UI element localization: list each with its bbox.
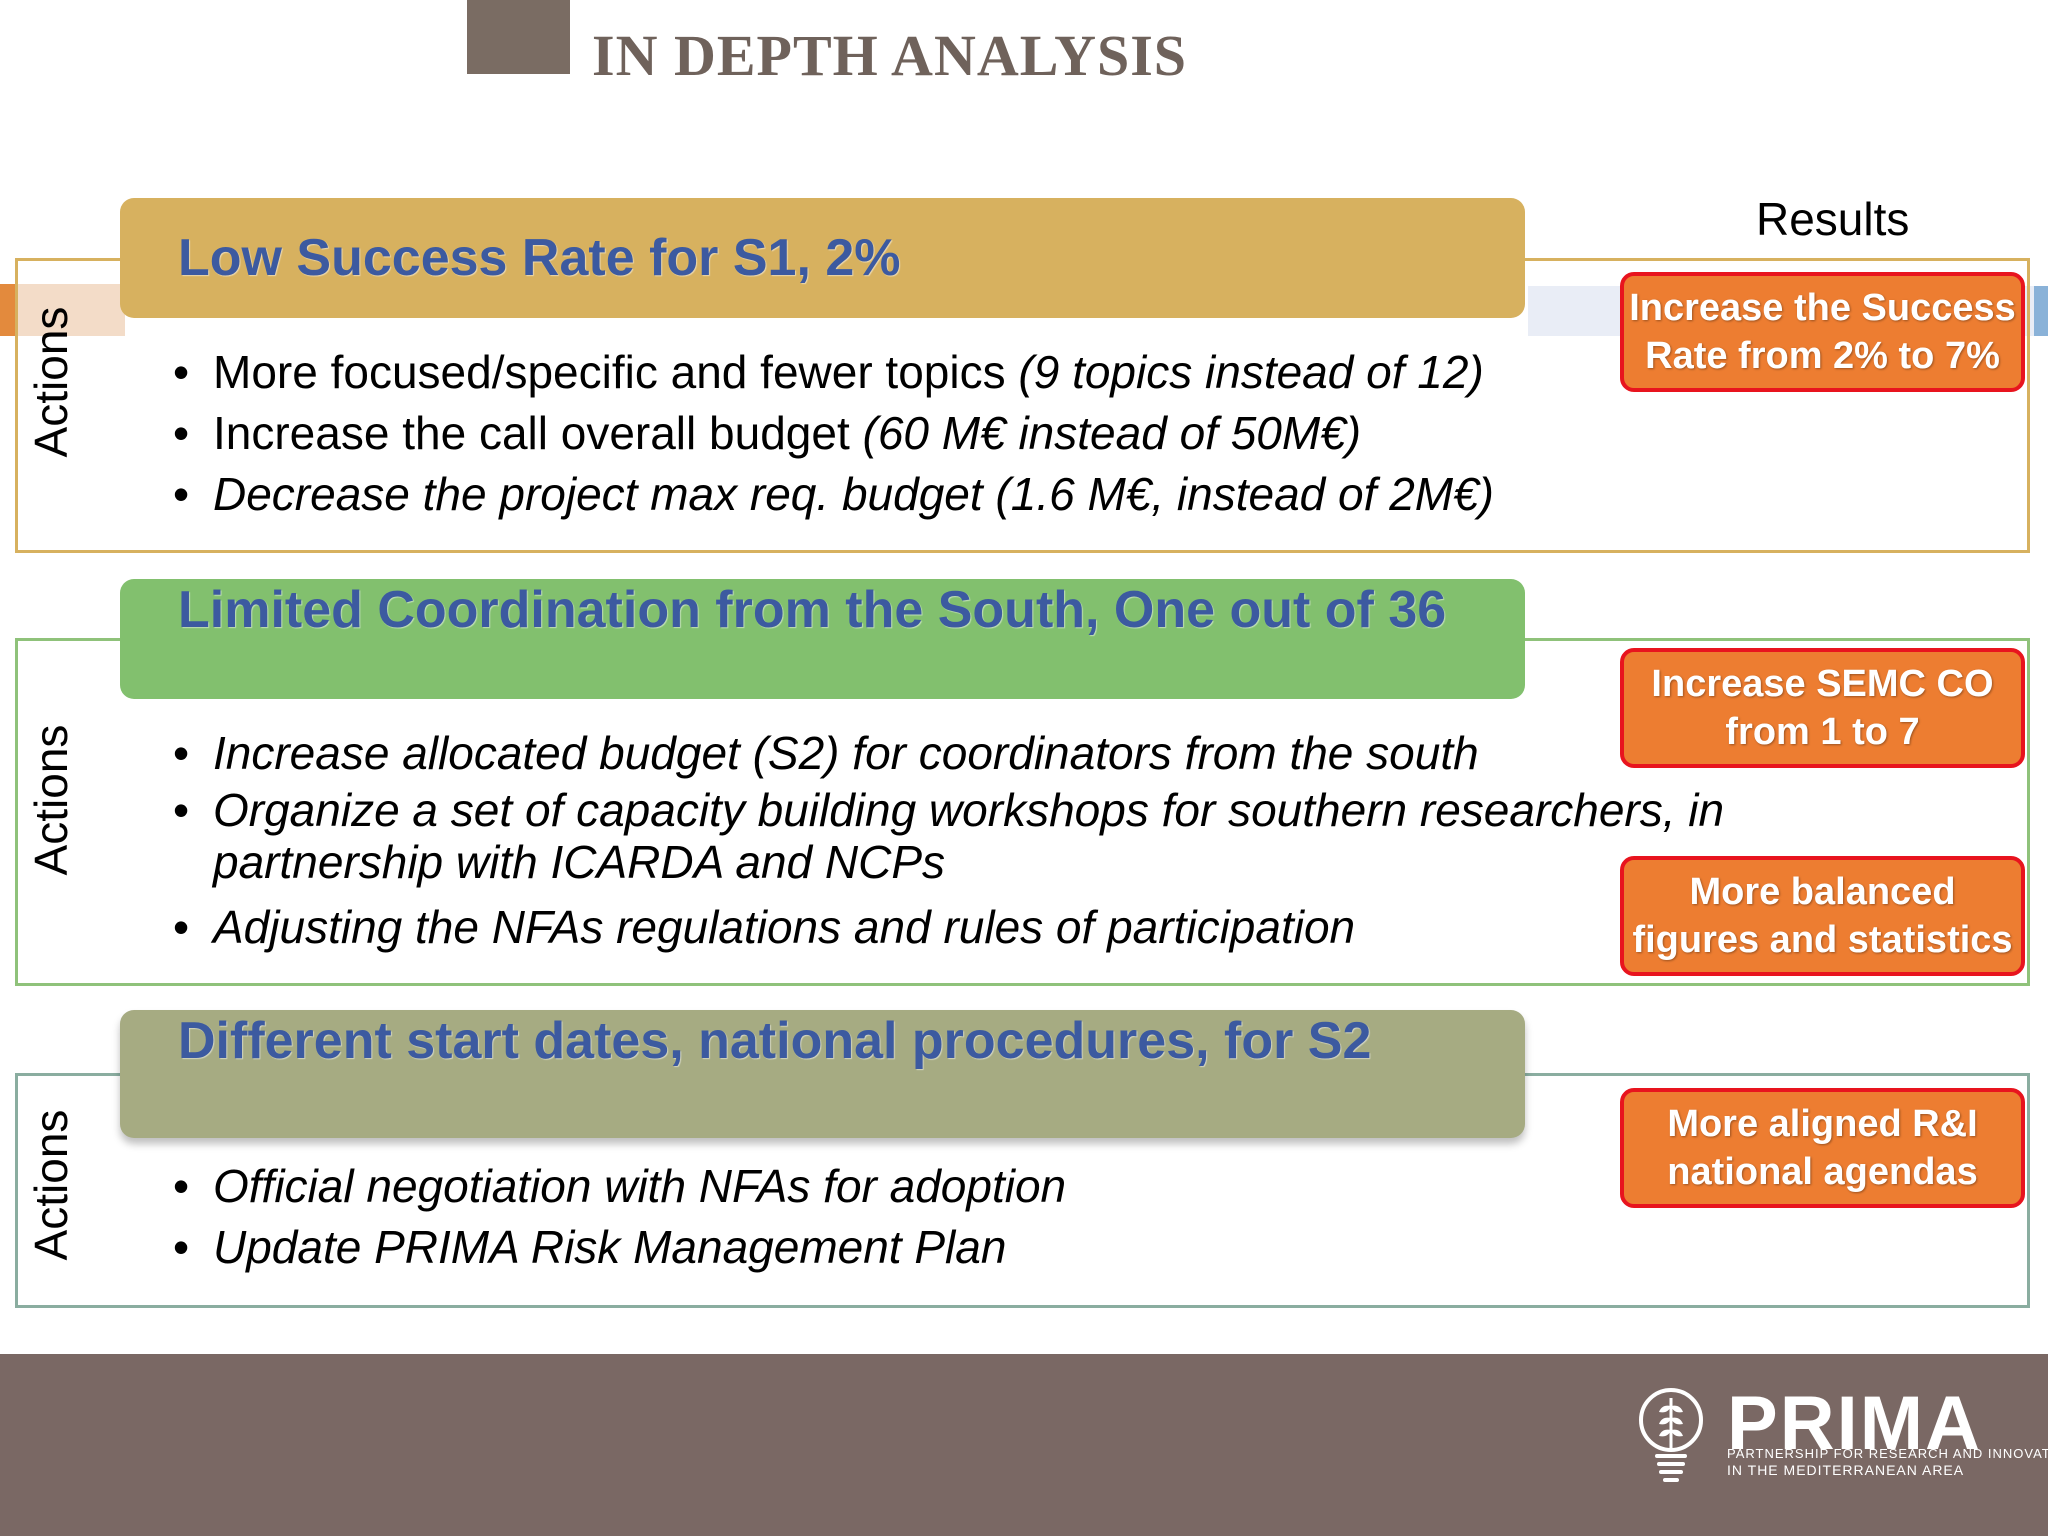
section-1-header: Low Success Rate for S1, 2%: [120, 198, 1525, 318]
decorative-bar-right-accent: [2034, 286, 2048, 336]
title-accent-square: [467, 0, 570, 74]
section-3-header: Different start dates, national procedur…: [120, 1010, 1525, 1138]
list-item: Update PRIMA Risk Management Plan: [165, 1217, 1066, 1278]
results-column-label: Results: [1756, 193, 1910, 245]
result-box-balanced-figures: More balanced figures and statistics: [1620, 856, 2025, 976]
decorative-bar-left-accent: [0, 284, 18, 336]
list-item: Increase the call overall budget (60 M€ …: [165, 403, 1494, 464]
logo-subtitle-line-2: IN THE MEDITERRANEAN AREA: [1727, 1462, 1965, 1478]
section-1-side-label: Actions: [25, 306, 77, 458]
wheat-lightbulb-icon: [1639, 1388, 1703, 1482]
footer-band: [0, 1354, 2048, 1536]
section-2-header-text: Limited Coordination from the South, One…: [178, 581, 1447, 639]
section-2-bullets: Increase allocated budget (S2) for coord…: [165, 723, 1913, 958]
logo-wordmark: PRIMA: [1727, 1381, 1982, 1466]
result-box-semc-co: Increase SEMC CO from 1 to 7: [1620, 648, 2025, 768]
section-2-header: Limited Coordination from the South, One…: [120, 579, 1525, 699]
prima-logo: [1635, 1380, 1975, 1490]
section-3-bullets: Official negotiation with NFAs for adopt…: [165, 1156, 1066, 1278]
slide-title: IN DEPTH ANALYSIS: [592, 23, 1188, 88]
list-item: More focused/specific and fewer topics (…: [165, 342, 1494, 403]
section-3-header-text: Different start dates, national procedur…: [178, 1012, 1372, 1070]
section-1-header-text: Low Success Rate for S1, 2%: [178, 229, 901, 287]
section-3-side-label: Actions: [25, 1109, 77, 1261]
result-box-success-rate: Increase the Success Rate from 2% to 7%: [1620, 272, 2025, 392]
list-item: Organize a set of capacity building work…: [165, 784, 1913, 888]
list-item: Increase allocated budget (S2) for coord…: [165, 723, 1913, 784]
list-item: Adjusting the NFAs regulations and rules…: [165, 897, 1913, 958]
list-item: Decrease the project max req. budget (1.…: [165, 464, 1494, 525]
result-box-aligned-agendas: More aligned R&I national agendas: [1620, 1088, 2025, 1208]
section-1-bullets: More focused/specific and fewer topics (…: [165, 342, 1494, 525]
logo-subtitle-line-1: PARTNERSHIP FOR RESEARCH AND INNOVATION: [1727, 1446, 2048, 1461]
list-item: Official negotiation with NFAs for adopt…: [165, 1156, 1066, 1217]
section-2-side-label: Actions: [25, 724, 77, 876]
decorative-bar-left: [0, 284, 125, 336]
